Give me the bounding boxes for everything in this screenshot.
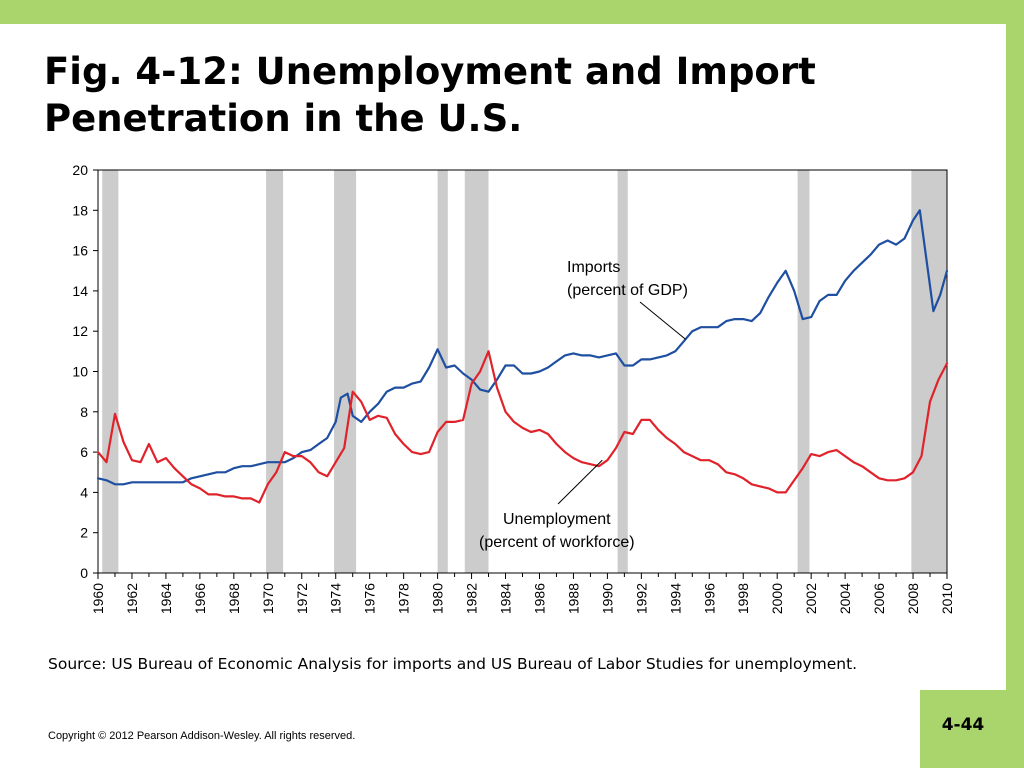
page-number: 4-44 xyxy=(941,715,985,735)
frame-right-bar xyxy=(1006,0,1024,768)
y-tick-label: 10 xyxy=(72,364,88,380)
copyright-note: Copyright © 2012 Pearson Addison-Wesley.… xyxy=(48,730,356,742)
x-tick-label: 2002 xyxy=(803,583,819,614)
recession-band xyxy=(334,170,357,573)
slide-title: Fig. 4-12: Unemployment and Import Penet… xyxy=(44,50,816,140)
x-tick-label: 1998 xyxy=(735,583,751,614)
x-tick-label: 1994 xyxy=(667,583,683,614)
x-tick-label: 1976 xyxy=(362,583,378,614)
chart-series xyxy=(96,209,949,504)
x-tick-label: 1990 xyxy=(599,583,615,614)
series-line-imports xyxy=(96,209,949,486)
series-line-unemployment xyxy=(96,350,949,504)
recession-band xyxy=(464,170,489,573)
unemployment-label: Unemployment xyxy=(503,511,611,528)
y-tick-label: 14 xyxy=(72,283,88,299)
y-tick-label: 20 xyxy=(72,162,88,178)
y-tick-label: 16 xyxy=(72,243,88,259)
recession-band xyxy=(437,170,448,573)
x-tick-label: 2008 xyxy=(905,583,921,614)
recession-band xyxy=(266,170,284,573)
x-tick-label: 1984 xyxy=(498,583,514,614)
x-tick-label: 1974 xyxy=(328,583,344,614)
x-tick-label: 1996 xyxy=(701,583,717,614)
recession-band xyxy=(911,170,947,573)
y-tick-label: 8 xyxy=(80,404,88,420)
source-note: Source: US Bureau of Economic Analysis f… xyxy=(48,655,858,673)
x-tick-label: 2006 xyxy=(871,583,887,614)
y-tick-label: 6 xyxy=(80,444,88,460)
unemployment-leader-line xyxy=(557,459,603,505)
x-tick-label: 1992 xyxy=(633,583,649,614)
frame-top-bar xyxy=(0,0,1024,24)
x-tick-label: 1988 xyxy=(565,583,581,614)
x-tick-label: 1968 xyxy=(226,583,242,614)
page-number-tab: 4-44 xyxy=(920,690,1006,768)
x-tick-label: 1970 xyxy=(260,583,276,614)
x-tick-label: 1980 xyxy=(430,583,446,614)
unemployment-sublabel: (percent of workforce) xyxy=(479,534,635,551)
chart-axes: 0 2 4 6 8 10 12 14 16 18 20 1960 1962 1964 1966 1968 197… xyxy=(72,162,955,614)
x-tick-label: 1982 xyxy=(464,583,480,614)
imports-sublabel: (percent of GDP) xyxy=(567,282,688,299)
x-tick-label: 1972 xyxy=(294,583,310,614)
x-tick-label: 1964 xyxy=(158,583,174,614)
y-tick-label: 4 xyxy=(80,484,88,500)
y-tick-label: 0 xyxy=(80,565,88,581)
y-tick-label: 12 xyxy=(72,323,88,339)
x-tick-label: 2010 xyxy=(939,583,955,614)
x-tick-label: 1986 xyxy=(531,583,547,614)
x-tick-label: 2000 xyxy=(769,583,785,614)
line-chart: 0 2 4 6 8 10 12 14 16 18 20 1960 1962 1964 1966 1968 197… xyxy=(72,162,955,614)
x-tick-label: 1978 xyxy=(396,583,412,614)
y-tick-label: 2 xyxy=(80,525,88,541)
x-tick-label: 1966 xyxy=(192,583,208,614)
y-tick-label: 18 xyxy=(72,202,88,218)
x-tick-label: 1960 xyxy=(90,583,106,614)
recession-band xyxy=(102,170,119,573)
recession-band xyxy=(617,170,628,573)
chart-annotations: Imports (percent of GDP) Unemployment (perc… xyxy=(479,259,688,551)
imports-label: Imports xyxy=(567,259,620,276)
x-tick-label: 2004 xyxy=(837,583,853,614)
x-tick-label: 1962 xyxy=(124,583,140,614)
recession-bands xyxy=(102,170,947,573)
imports-leader-line xyxy=(639,301,686,340)
recession-band xyxy=(797,170,810,573)
